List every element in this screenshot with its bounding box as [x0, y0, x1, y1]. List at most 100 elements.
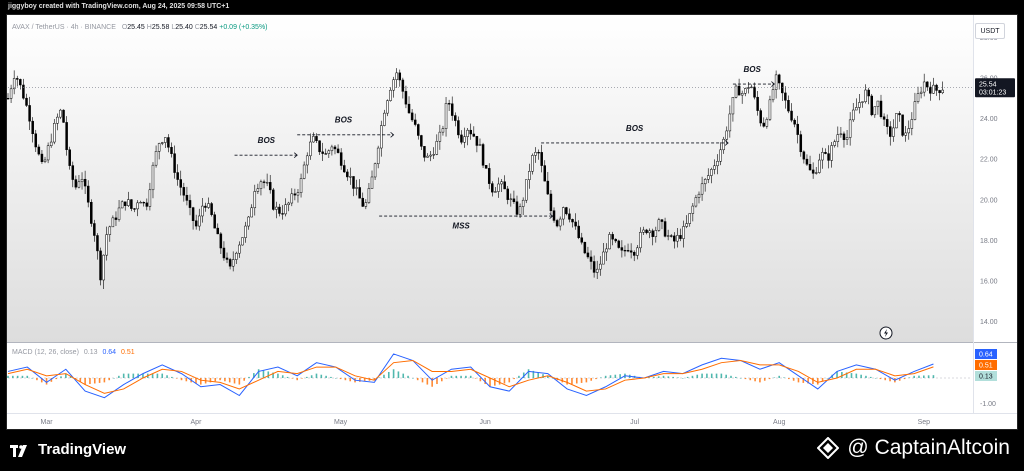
candle-body — [164, 137, 167, 143]
macd-histogram-bar — [725, 374, 727, 378]
candle-body — [367, 188, 371, 203]
captainaltcoin-text: @ CaptainAltcoin — [847, 436, 1010, 459]
macd-histogram-bar — [320, 374, 323, 378]
macd-axis-tick: -1.00 — [980, 401, 996, 408]
candle-body — [383, 112, 386, 126]
candle-body — [608, 234, 611, 250]
currency-button[interactable]: USDT — [975, 23, 1005, 39]
macd-histogram-bar — [503, 378, 506, 384]
candle-body — [86, 185, 90, 203]
candle-body — [546, 180, 550, 195]
candle-body — [19, 79, 22, 86]
candle-body — [814, 172, 818, 174]
candle-body — [444, 103, 448, 129]
candle-body — [309, 141, 312, 157]
candle-body — [56, 116, 59, 124]
macd-histogram-bar — [715, 373, 718, 378]
macd-histogram-bar — [359, 378, 361, 382]
candle-body — [123, 201, 127, 206]
macd-histogram-bar — [195, 378, 197, 384]
macd-histogram-bar — [315, 373, 318, 378]
candle-body — [528, 171, 531, 180]
candle-body — [231, 259, 235, 267]
candle-body — [370, 176, 374, 189]
candle-body — [614, 238, 617, 242]
lightning-icon[interactable] — [879, 326, 893, 340]
candle-body — [241, 237, 244, 246]
candle-body — [938, 90, 941, 94]
macd-histogram-bar — [166, 375, 168, 378]
candle-body — [364, 202, 368, 207]
candle-body — [80, 178, 84, 183]
candle-body — [53, 123, 56, 143]
candle-body — [281, 213, 284, 215]
candle-body — [398, 72, 402, 81]
candle-body — [762, 122, 766, 127]
macd-legend[interactable]: MACD (12, 26, close) 0.13 0.64 0.51 — [12, 349, 135, 356]
candle-body — [296, 192, 300, 196]
macd-histogram-bar — [537, 372, 539, 378]
time-axis[interactable]: Mar Apr May Jun Jul Aug Sep — [41, 419, 931, 426]
macd-histogram-bar — [286, 376, 289, 378]
captainaltcoin-brand: @ CaptainAltcoin — [817, 436, 1010, 460]
candle-body — [509, 198, 513, 200]
candle-body — [361, 197, 365, 207]
candle-body — [565, 207, 568, 215]
macd-histogram-bar — [889, 378, 891, 382]
candle-body — [506, 188, 509, 200]
macd-histogram-bar — [65, 373, 67, 378]
candle-body — [889, 126, 892, 137]
candle-body — [438, 131, 442, 142]
macd-histogram-bar — [585, 378, 588, 383]
macd-histogram-bar — [55, 378, 57, 380]
symbol-legend[interactable]: AVAX / TetherUS · 4h · BINANCE O25.45 H2… — [12, 24, 268, 31]
macd-histogram-bar — [773, 377, 776, 378]
candle-body — [574, 221, 577, 227]
candle-body — [552, 210, 556, 221]
macd-histogram-bar — [923, 375, 925, 378]
candle-body — [805, 158, 809, 165]
macd-histogram-bar — [118, 375, 120, 378]
candle-body — [157, 143, 161, 152]
candle-body — [342, 165, 346, 173]
macd-histogram-bar — [532, 370, 535, 378]
candle-body — [632, 251, 636, 256]
candle-body — [96, 235, 99, 252]
candle-body — [253, 191, 257, 209]
macd-histogram-bar — [508, 378, 511, 383]
candle-body — [790, 110, 793, 121]
macd-histogram-bar — [855, 373, 858, 378]
candle-body — [194, 220, 198, 227]
captainaltcoin-logo-icon — [817, 436, 840, 460]
candle-body — [669, 235, 673, 237]
candle-body — [497, 183, 500, 192]
price-change: +0.09 (+0.35%) — [219, 24, 268, 31]
candle-body — [284, 204, 287, 215]
candle-body — [213, 214, 216, 229]
tradingview-logo[interactable]: TradingView — [10, 441, 126, 458]
candle-body — [833, 141, 836, 146]
candle-body — [802, 151, 806, 160]
macd-histogram-bar — [69, 376, 72, 378]
macd-histogram-bar — [739, 378, 742, 379]
candle-body — [602, 251, 605, 265]
candle-body — [651, 230, 654, 237]
macd-signal-line — [7, 359, 934, 394]
candle-body — [636, 247, 639, 256]
ohlc-close: 25.54 — [199, 24, 218, 31]
macd-histogram-bar — [903, 378, 906, 380]
macd-histogram-bar — [754, 378, 756, 382]
time-tick-label: Aug — [773, 419, 786, 426]
candle-body — [176, 172, 179, 180]
macd-histogram-bar — [224, 378, 226, 382]
candle-body — [842, 133, 846, 140]
candle-body — [333, 146, 337, 150]
candle-body — [781, 82, 784, 94]
candle-body — [299, 178, 303, 193]
time-tick-label: Sep — [918, 419, 931, 426]
candle-body — [892, 127, 895, 137]
macd-histogram-bar — [98, 378, 101, 383]
candle-body — [796, 123, 799, 135]
macd-histogram-bar — [469, 375, 472, 378]
